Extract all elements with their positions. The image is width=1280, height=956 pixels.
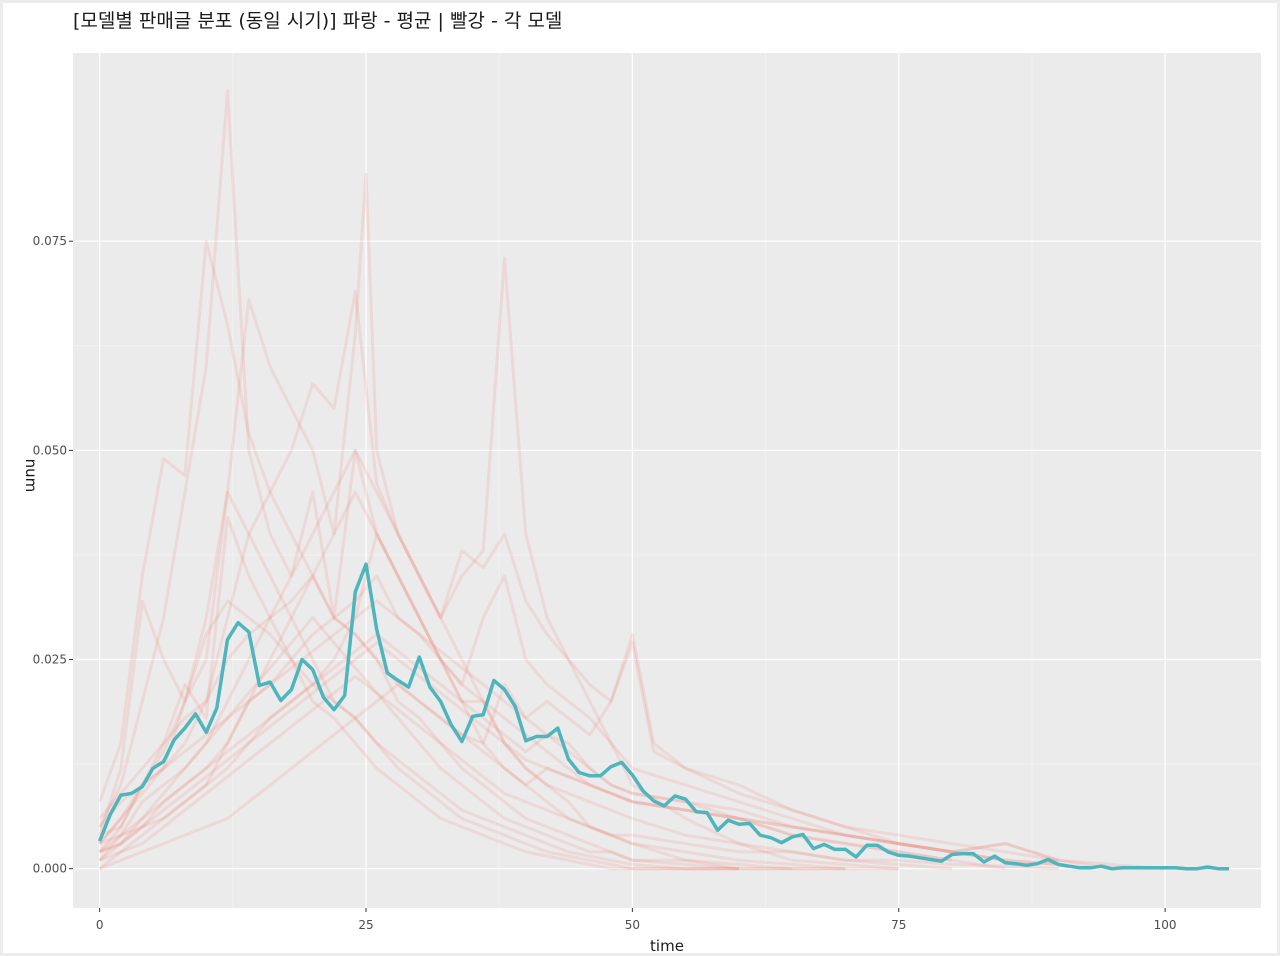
model-series-line xyxy=(99,574,1059,866)
model-series-line xyxy=(98,172,740,871)
model-series-line xyxy=(99,532,1006,862)
mean-series-line xyxy=(97,562,1229,871)
model-series-line xyxy=(98,89,953,871)
model-series-line xyxy=(98,256,899,871)
y-tick-label: 0.075 xyxy=(33,234,67,248)
model-series-line xyxy=(98,448,1059,862)
y-tick-label: 0.000 xyxy=(33,862,67,876)
y-tick-label: 0.050 xyxy=(33,443,67,457)
model-series-line xyxy=(98,239,846,871)
model-series-line xyxy=(99,683,1006,871)
model-series-line xyxy=(99,490,846,871)
model-series-line xyxy=(98,632,1113,871)
y-tick-label: 0.025 xyxy=(33,653,67,667)
x-tick-label: 100 xyxy=(1154,918,1177,932)
model-series-line xyxy=(98,574,953,862)
chart-title: [모델별 판매글 분포 (동일 시기)] 파랑 - 평균 | 빨강 - 각 모델 xyxy=(73,10,563,32)
model-series-layer xyxy=(98,89,1166,871)
model-series-line xyxy=(99,616,899,871)
x-axis-title: time xyxy=(650,937,684,955)
x-tick-label: 0 xyxy=(96,918,104,932)
model-series-line xyxy=(99,515,739,871)
x-tick-label: 25 xyxy=(358,918,373,932)
grid-layer xyxy=(73,53,1261,908)
model-series-line xyxy=(98,490,793,871)
model-series-line xyxy=(98,674,1059,871)
mean-series-layer xyxy=(97,562,1229,871)
x-tick-label: 50 xyxy=(625,918,640,932)
y-axis-title: num xyxy=(22,459,40,493)
x-tick-label: 75 xyxy=(891,918,906,932)
model-series-line xyxy=(98,599,739,871)
model-series-line xyxy=(98,599,1059,866)
axis-layer: 0 25 50 75 100 0.000 0.025 0.050 0.075 xyxy=(33,234,1177,932)
plot-background xyxy=(73,53,1261,908)
